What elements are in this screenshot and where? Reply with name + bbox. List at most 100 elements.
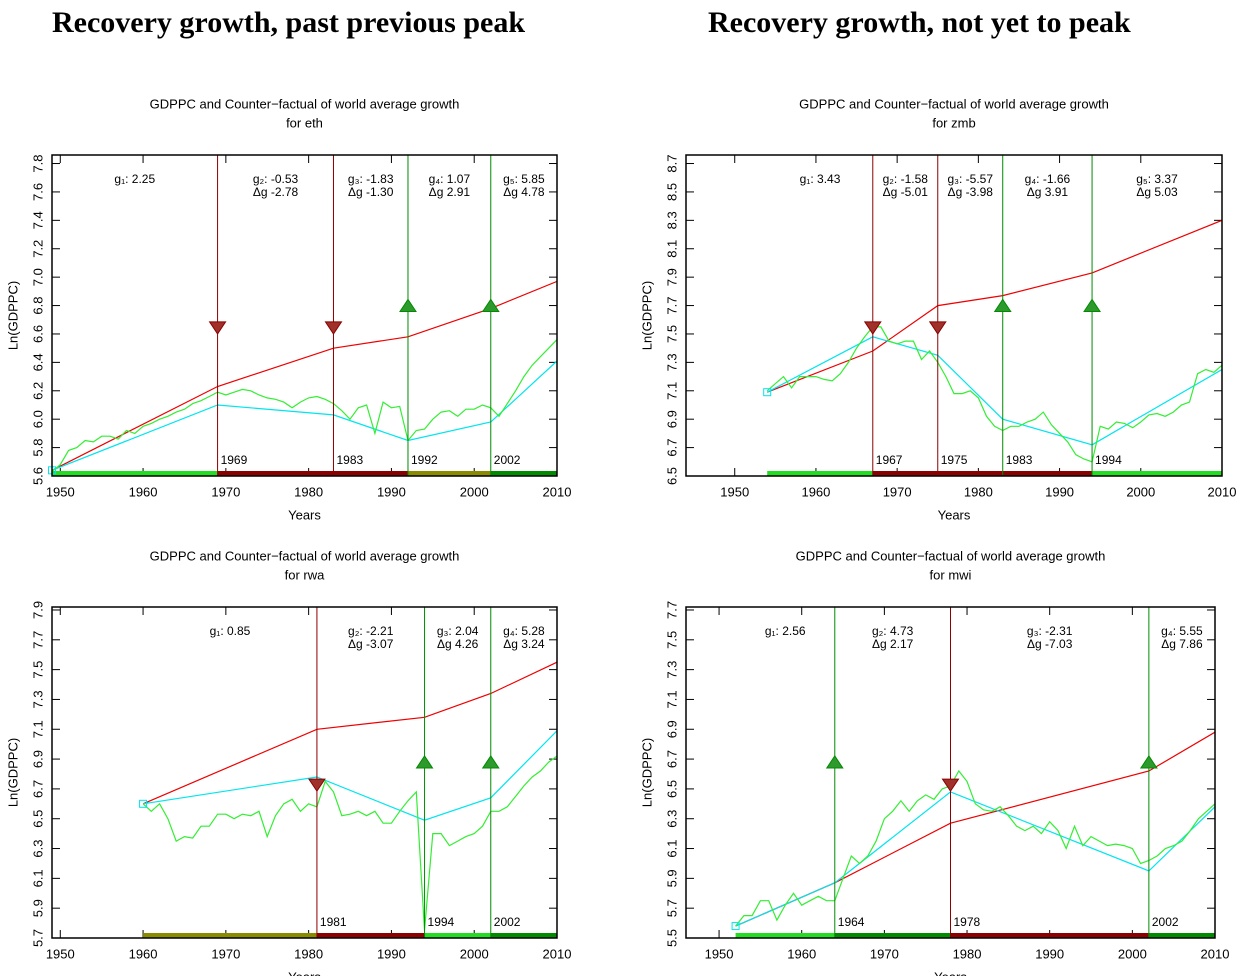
regime-growth: g₁: 2.25: [114, 172, 155, 186]
y-tick-label: 6.8: [30, 297, 45, 315]
x-tick-label: 1970: [883, 484, 912, 499]
break-arrow: [415, 755, 434, 769]
y-tick-label: 6.1: [30, 869, 45, 887]
y-tick-label: 7.3: [664, 661, 679, 679]
x-tick-label: 2000: [1126, 484, 1155, 499]
chart-title: GDPPC and Counter−factual of world avera…: [796, 548, 1106, 563]
y-axis-label: Ln(GDPPC): [639, 738, 654, 807]
plot-area: [142, 661, 557, 938]
series-line: [766, 326, 1222, 463]
regime-growth: g₃: -5.57: [947, 172, 993, 186]
y-tick-label: 7.3: [664, 353, 679, 371]
chart: GDPPC and Counter−factual of world avera…: [5, 96, 571, 522]
heading: Recovery growth, not yet to peak: [708, 6, 1131, 39]
regime-growth-diff: Δg 3.91: [1027, 185, 1069, 199]
x-tick-label: 1960: [787, 946, 816, 961]
x-axis-label: Years: [938, 507, 971, 522]
y-tick-label: 5.7: [30, 929, 45, 947]
regime-growth: g₅: 5.85: [503, 172, 545, 186]
y-tick-label: 7.4: [30, 211, 45, 229]
break-year: 1981: [320, 915, 347, 929]
break-year: 1992: [411, 453, 438, 467]
x-tick-label: 1980: [294, 946, 323, 961]
y-tick-label: 6.7: [664, 439, 679, 457]
break-arrow: [1139, 755, 1158, 769]
y-tick-label: 8.5: [664, 183, 679, 201]
chart: GDPPC and Counter−factual of world avera…: [639, 548, 1229, 976]
regime-growth: g₂: -2.21: [348, 624, 394, 638]
regime-growth-diff: Δg -3.98: [948, 185, 994, 199]
break-year: 1978: [954, 915, 981, 929]
y-tick-label: 6.5: [30, 810, 45, 828]
x-tick-label: 2010: [543, 946, 572, 961]
regime-growth-diff: Δg 4.78: [503, 185, 545, 199]
y-tick-label: 5.9: [30, 899, 45, 917]
start-marker: [731, 922, 740, 931]
start-marker: [763, 388, 772, 397]
series-line: [52, 360, 557, 471]
plot-area: [766, 219, 1222, 476]
y-tick-label: 7.5: [664, 325, 679, 343]
x-tick-label: 1990: [1045, 484, 1074, 499]
series-line: [142, 755, 557, 931]
regime-growth-diff: Δg -7.03: [1027, 637, 1073, 651]
y-axis-label: Ln(GDPPC): [639, 281, 654, 350]
series-line: [52, 339, 557, 473]
break-arrow: [993, 298, 1012, 312]
regime-growth-diff: Δg 3.24: [503, 637, 545, 651]
regime-growth-diff: Δg 5.03: [1136, 185, 1178, 199]
break-arrow: [863, 321, 882, 335]
regime-growth-diff: Δg 7.86: [1161, 637, 1203, 651]
regime-growth: g₄: 5.28: [503, 624, 545, 638]
y-tick-label: 7.1: [30, 720, 45, 738]
heading: Recovery growth, past previous peak: [52, 6, 526, 39]
break-arrow: [307, 778, 326, 793]
y-tick-label: 8.7: [664, 154, 679, 172]
regime-growth-diff: Δg -5.01: [883, 185, 929, 199]
y-tick-label: 7.9: [664, 268, 679, 286]
chart-subtitle: for mwi: [930, 567, 972, 582]
regime-growth: g₃: 2.04: [437, 624, 479, 638]
x-tick-label: 1970: [870, 946, 899, 961]
y-axis-label: Ln(GDPPC): [5, 738, 20, 807]
chart-title: GDPPC and Counter−factual of world avera…: [150, 96, 460, 111]
series-line: [52, 280, 557, 471]
plot-frame: [51, 154, 558, 477]
x-tick-label: 1960: [801, 484, 830, 499]
y-tick-label: 5.9: [664, 869, 679, 887]
y-tick-label: 7.2: [30, 240, 45, 258]
break-arrow: [399, 298, 417, 312]
regime-growth-diff: Δg 2.17: [872, 637, 914, 651]
y-tick-label: 6.5: [664, 467, 679, 485]
x-tick-label: 1980: [964, 484, 993, 499]
chart-subtitle: for zmb: [932, 115, 975, 130]
break-year: 1983: [1006, 453, 1033, 467]
y-tick-label: 5.6: [30, 467, 45, 485]
x-tick-label: 1970: [211, 946, 240, 961]
chart: GDPPC and Counter−factual of world avera…: [639, 96, 1236, 522]
x-axis-label: Years: [288, 507, 321, 522]
x-tick-label: 1950: [705, 946, 734, 961]
x-tick-label: 1980: [294, 484, 323, 499]
y-tick-label: 6.9: [664, 410, 679, 428]
chart-title: GDPPC and Counter−factual of world avera…: [150, 548, 460, 563]
y-tick-label: 6.2: [30, 382, 45, 400]
y-tick-label: 6.7: [30, 780, 45, 798]
y-tick-label: 6.3: [30, 840, 45, 858]
break-year: 2002: [494, 453, 521, 467]
break-arrow: [324, 321, 343, 335]
series-line: [143, 730, 557, 821]
break-year: 1967: [876, 453, 903, 467]
y-tick-label: 7.1: [664, 690, 679, 708]
x-tick-label: 1970: [211, 484, 240, 499]
y-tick-label: 6.3: [664, 810, 679, 828]
x-tick-label: 1960: [129, 946, 158, 961]
break-arrow: [941, 778, 960, 793]
regime-growth-diff: Δg 2.91: [429, 185, 471, 199]
x-tick-label: 1950: [720, 484, 749, 499]
x-tick-label: 1950: [46, 946, 75, 961]
y-axis-label: Ln(GDPPC): [5, 281, 20, 350]
x-axis-label: Years: [934, 969, 967, 976]
regime-growth: g₅: 3.37: [1136, 172, 1178, 186]
